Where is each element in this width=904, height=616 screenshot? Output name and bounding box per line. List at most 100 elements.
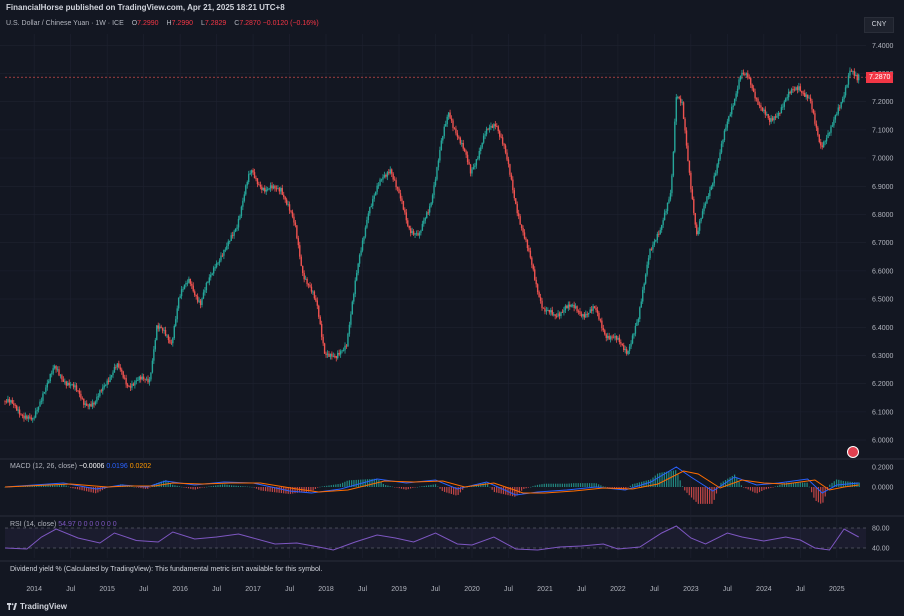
open-label: O	[131, 20, 138, 27]
candle-body	[145, 378, 148, 380]
macd-histogram-bar	[604, 486, 607, 488]
candle-body	[102, 387, 104, 392]
candle-body	[344, 345, 346, 351]
candle-body	[315, 298, 317, 301]
macd-histogram-bar	[650, 479, 652, 487]
macd-histogram-bar	[430, 484, 432, 487]
macd-histogram-bar	[328, 485, 330, 487]
macd-histogram-bar	[602, 486, 604, 487]
macd-histogram-bar	[79, 487, 81, 490]
rsi-band	[5, 528, 866, 548]
macd-histogram-bar	[634, 483, 636, 487]
macd-histogram-bar	[391, 486, 394, 488]
macd-histogram-bar	[690, 487, 693, 498]
x-tick-label: Jul	[796, 586, 805, 593]
candle-body	[726, 121, 729, 128]
candle-body	[158, 326, 161, 329]
macd-histogram-bar	[720, 482, 722, 487]
macd-legend[interactable]: MACD (12, 26, close) −0.0006 0.0196 0.02…	[10, 463, 151, 470]
candle-body	[350, 314, 352, 325]
candle-body	[134, 381, 136, 386]
macd-histogram-bar	[217, 485, 219, 487]
macd-histogram-bar	[672, 470, 675, 487]
macd-histogram-bar	[181, 486, 183, 488]
macd-histogram-bar	[138, 487, 140, 488]
candle-body	[547, 309, 549, 311]
candle-body	[196, 296, 199, 302]
macd-histogram-bar	[192, 487, 194, 490]
macd-histogram-bar	[477, 484, 480, 487]
macd-histogram-bar	[681, 486, 684, 487]
candle-body	[45, 387, 47, 393]
candle-body	[704, 203, 707, 206]
macd-histogram-bar	[163, 480, 165, 487]
macd-histogram-bar	[33, 485, 36, 487]
brand[interactable]: TradingView	[7, 602, 67, 611]
candle-body	[750, 78, 752, 85]
macd-histogram-bar	[131, 486, 133, 488]
open-value: 7.2990	[137, 20, 159, 27]
candle-body	[341, 350, 343, 352]
candle-body	[785, 98, 787, 102]
candle-body	[617, 337, 619, 340]
candle-body	[157, 325, 159, 329]
candle-body	[776, 115, 778, 118]
rsi-legend[interactable]: RSI (14, close) 54.97 0 0 0 0 0 0 0	[10, 521, 117, 528]
macd-histogram-bar	[729, 477, 731, 487]
candle-body	[652, 244, 654, 250]
candle-body	[598, 312, 600, 320]
macd-histogram-bar	[342, 482, 344, 487]
macd-histogram-bar	[788, 482, 790, 487]
candle-body	[766, 114, 768, 115]
candle-body	[129, 386, 132, 388]
candle-body	[293, 216, 295, 223]
macd-histogram-bar	[767, 487, 770, 489]
candle-body	[253, 172, 256, 179]
macd-histogram-bar	[122, 484, 124, 487]
macd-histogram-bar	[335, 484, 337, 487]
candle-body	[15, 405, 18, 411]
y-tick-label: 6.0000	[872, 438, 894, 445]
candle-body	[733, 98, 736, 106]
candle-body	[154, 340, 157, 350]
candle-body	[675, 97, 677, 122]
candle-body	[229, 240, 231, 242]
candle-body	[637, 318, 640, 323]
candle-body	[841, 98, 844, 103]
candle-body	[830, 126, 832, 133]
candle-body	[806, 94, 809, 99]
candle-body	[535, 279, 537, 285]
macd-histogram-bar	[183, 487, 185, 488]
candle-body	[858, 74, 860, 81]
candle-body	[481, 142, 483, 148]
candle-body	[545, 310, 548, 312]
candle-body	[268, 188, 270, 190]
candle-body	[52, 368, 54, 374]
candle-body	[564, 305, 567, 311]
candle-body	[177, 297, 180, 309]
y-tick-label: 6.5000	[872, 297, 894, 304]
macd-histogram-bar	[584, 483, 586, 487]
macd-histogram-bar	[280, 487, 283, 494]
macd-histogram-bar	[258, 487, 260, 490]
us-flag-icon[interactable]	[847, 446, 859, 458]
candle-body	[360, 250, 362, 256]
candle-body	[748, 77, 750, 79]
candle-body	[660, 224, 663, 230]
candle-body	[335, 356, 337, 359]
candle-body	[625, 349, 628, 354]
macd-histogram-bar	[792, 482, 795, 487]
candle-body	[442, 135, 444, 141]
candle-body	[647, 258, 650, 265]
macd-histogram-bar	[530, 486, 532, 488]
macd-histogram-bar	[208, 486, 210, 488]
currency-badge[interactable]: CNY	[864, 17, 894, 33]
candle-body	[358, 255, 361, 264]
candle-body	[461, 143, 463, 144]
candle-body	[256, 178, 259, 185]
macd-histogram-bar	[407, 487, 409, 490]
symbol-legend[interactable]: U.S. Dollar / Chinese Yuan · 1W · ICE O7…	[6, 20, 319, 27]
candle-body	[805, 94, 807, 97]
macd-histogram-bar	[196, 487, 199, 489]
